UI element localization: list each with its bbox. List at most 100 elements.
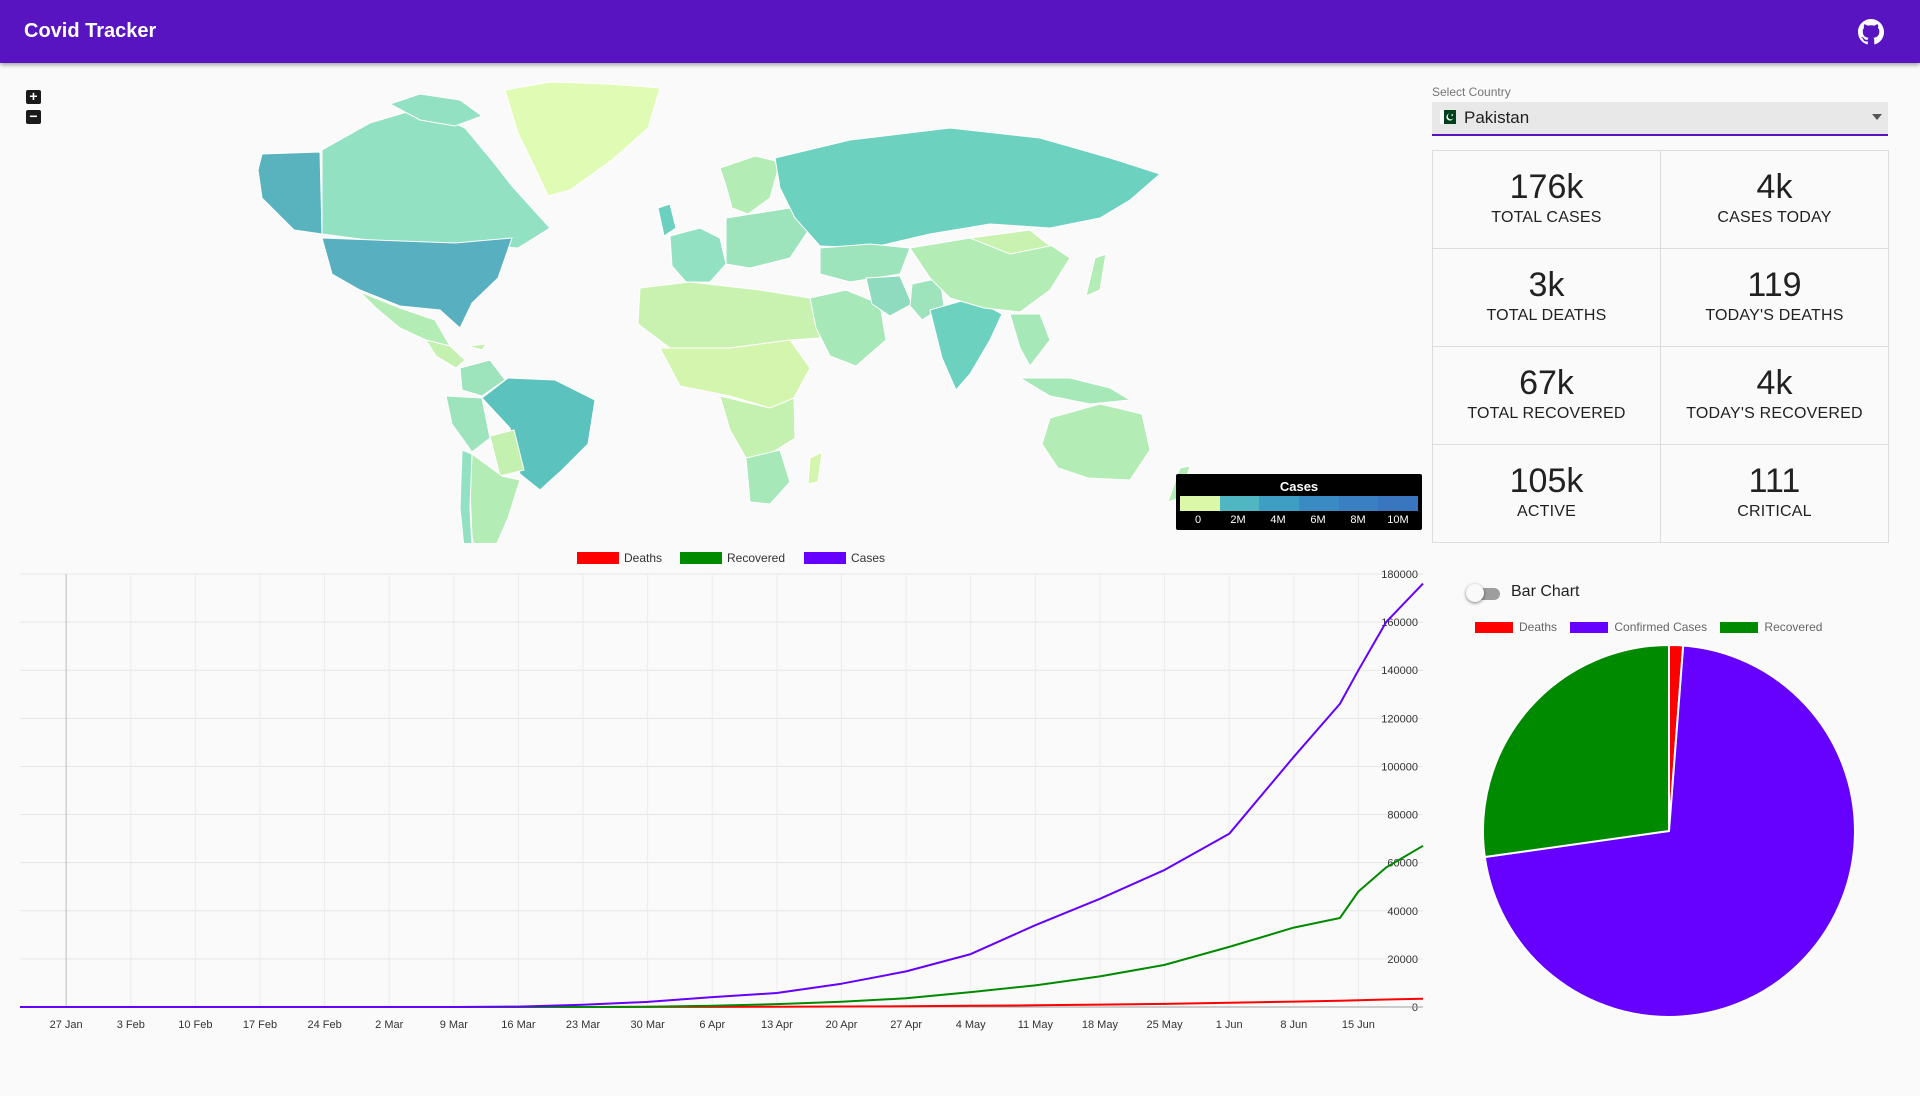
country-select[interactable]: Pakistan xyxy=(1432,102,1888,136)
timeline-line-chart: 0 20000 40000 60000 80000 100000 120000 140000 1… xyxy=(20,551,1424,1031)
pie-slice-recovered[interactable] xyxy=(1482,643,1670,859)
map-region-australia xyxy=(1041,403,1151,481)
map-region-canada xyxy=(321,107,551,249)
map-region-colombia xyxy=(459,359,506,397)
x-tick-label: 8 Jun xyxy=(1280,1019,1307,1031)
country-select-label: Select Country xyxy=(1432,85,1511,99)
map-region-iran xyxy=(865,275,913,317)
map-region-south-africa xyxy=(745,449,791,505)
y-tick-label: 140000 xyxy=(1381,665,1418,677)
x-tick-label: 18 May xyxy=(1082,1019,1119,1031)
map-region-uk xyxy=(657,203,677,237)
x-tick-label: 17 Feb xyxy=(243,1019,277,1031)
x-tick-label: 1 Jun xyxy=(1216,1019,1243,1031)
map-region-peru xyxy=(445,395,491,453)
stat-label: TOTAL DEATHS xyxy=(1486,307,1607,324)
y-tick-label: 100000 xyxy=(1381,761,1418,773)
map-region-usa xyxy=(321,237,513,329)
github-icon[interactable] xyxy=(1858,19,1884,45)
y-tick-label: 120000 xyxy=(1381,713,1418,725)
map-region-central-africa xyxy=(719,395,796,459)
y-tick-label: 180000 xyxy=(1381,569,1418,581)
y-tick-label: 0 xyxy=(1412,1002,1418,1014)
legend-label[interactable]: Recovered xyxy=(727,551,785,565)
stat-card-total-deaths: 3k TOTAL DEATHS xyxy=(1432,248,1661,347)
x-tick-label: 10 Feb xyxy=(178,1019,212,1031)
x-tick-label: 27 Apr xyxy=(890,1019,922,1031)
map-region-mongolia xyxy=(968,229,1052,255)
zoom-out-button[interactable]: − xyxy=(26,109,41,124)
map-region-bolivia-paraguay xyxy=(489,429,525,477)
zoom-in-button[interactable]: + xyxy=(26,89,41,104)
pie-legend-item-deaths[interactable]: Deaths xyxy=(1475,620,1557,634)
pie-legend-label: Confirmed Cases xyxy=(1614,620,1708,634)
bar-chart-toggle[interactable] xyxy=(1466,584,1500,602)
x-tick-label: 13 Apr xyxy=(761,1019,793,1031)
pie-legend-item-recovered[interactable]: Recovered xyxy=(1720,620,1822,634)
map-legend-tick: 6M xyxy=(1310,514,1326,526)
legend-color-swatch xyxy=(1259,496,1300,511)
y-tick-label: 20000 xyxy=(1387,954,1418,966)
y-tick-label: 160000 xyxy=(1381,617,1418,629)
legend-color-swatch xyxy=(1180,496,1220,511)
map-region-argentina xyxy=(469,453,521,543)
pie-legend-item-confirmed[interactable]: Confirmed Cases xyxy=(1570,620,1707,634)
map-region-north-africa xyxy=(637,281,821,349)
stat-value: 4k xyxy=(1756,168,1793,206)
chevron-down-icon xyxy=(1872,114,1882,120)
country-select-value: Pakistan xyxy=(1464,108,1530,127)
legend-color-swatch xyxy=(1338,496,1379,511)
x-tick-label: 9 Mar xyxy=(440,1019,468,1031)
map-legend-tick: 8M xyxy=(1350,514,1366,526)
legend-color-swatch xyxy=(1378,496,1419,511)
map-region-middle-east xyxy=(809,289,887,367)
map-legend-tick: 2M xyxy=(1230,514,1246,526)
stat-card-cases-today: 4k CASES TODAY xyxy=(1660,150,1889,249)
x-tick-label: 20 Apr xyxy=(826,1019,858,1031)
x-tick-label: 4 May xyxy=(956,1019,986,1031)
stat-label: CASES TODAY xyxy=(1717,209,1832,226)
stat-value: 119 xyxy=(1747,266,1802,304)
x-tick-label: 3 Feb xyxy=(117,1019,145,1031)
map-region-alaska xyxy=(257,151,323,235)
map-legend: Cases 0 2M 4M 6M 8M 10M xyxy=(1176,474,1422,530)
x-tick-label: 27 Jan xyxy=(50,1019,83,1031)
map-region-indonesia xyxy=(1018,377,1132,405)
stat-label: TOTAL RECOVERED xyxy=(1467,405,1626,422)
map-region-russia xyxy=(774,127,1161,249)
map-legend-color-ramp xyxy=(1180,496,1419,511)
x-tick-label: 24 Feb xyxy=(307,1019,341,1031)
pie-chart-legend: Deaths Confirmed Cases Recovered xyxy=(1475,620,1832,634)
legend-swatch[interactable] xyxy=(804,552,846,564)
stat-value: 3k xyxy=(1528,266,1565,304)
map-legend-tick: 0 xyxy=(1194,514,1202,526)
world-map[interactable] xyxy=(250,78,1200,543)
legend-label[interactable]: Deaths xyxy=(624,551,662,565)
map-region-japan xyxy=(1085,253,1107,297)
stat-value: 67k xyxy=(1519,364,1574,402)
stat-label: TODAY'S RECOVERED xyxy=(1686,405,1863,422)
x-tick-label: 23 Mar xyxy=(566,1019,601,1031)
stat-card-active: 105k ACTIVE xyxy=(1432,444,1661,543)
map-region-central-america xyxy=(424,339,466,369)
x-tick-label: 15 Jun xyxy=(1342,1019,1375,1031)
pie-legend-label: Deaths xyxy=(1519,620,1558,634)
legend-color-swatch xyxy=(1219,496,1260,511)
stat-value: 176k xyxy=(1509,168,1584,206)
map-region-chile xyxy=(459,449,473,543)
pakistan-flag-icon xyxy=(1440,110,1456,124)
stat-card-todays-recovered: 4k TODAY'S RECOVERED xyxy=(1660,346,1889,445)
pie-legend-label: Recovered xyxy=(1764,620,1823,634)
map-region-southeast-asia xyxy=(1009,313,1051,367)
stat-card-total-cases: 176k TOTAL CASES xyxy=(1432,150,1661,249)
bar-chart-toggle-label: Bar Chart xyxy=(1511,583,1580,600)
legend-swatch[interactable] xyxy=(680,552,722,564)
map-region-madagascar xyxy=(807,451,823,485)
legend-label[interactable]: Cases xyxy=(851,551,885,565)
stat-value: 4k xyxy=(1756,364,1793,402)
legend-color-swatch xyxy=(1299,496,1339,511)
y-tick-label: 60000 xyxy=(1387,858,1418,870)
legend-swatch[interactable] xyxy=(577,552,619,564)
toggle-thumb xyxy=(1466,584,1484,602)
y-tick-label: 80000 xyxy=(1387,810,1418,822)
